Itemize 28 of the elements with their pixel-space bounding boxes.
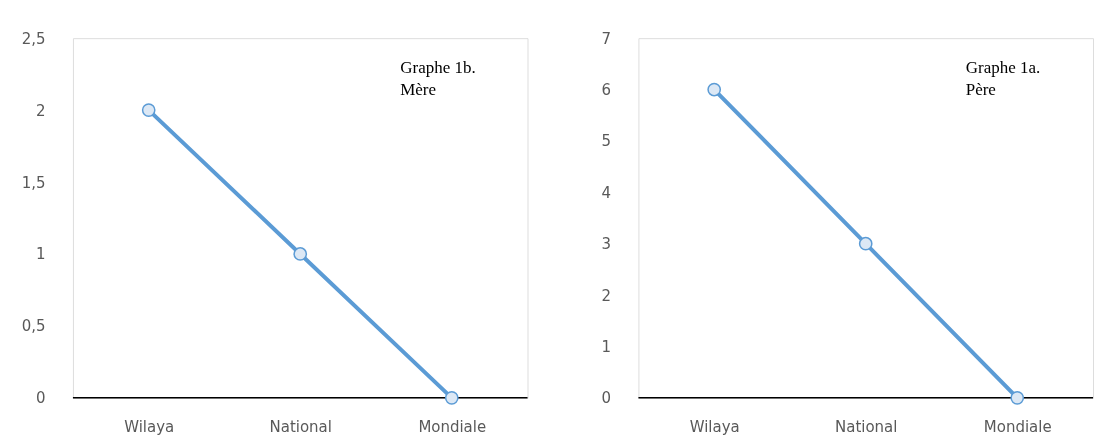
y-tick-label: 2 [601,286,611,305]
x-tick-label: National [835,418,898,437]
y-tick-label: 0 [35,389,46,408]
point [1010,390,1025,405]
y-tick-label: 2,5 [21,29,46,48]
y-tick-label: 3 [601,235,611,254]
point [293,247,308,261]
y-tick-label: 0,5 [21,317,46,336]
point [858,236,873,251]
y-tick-label: 0 [601,389,611,408]
annotation: Graphe 1a. Père [965,57,1041,99]
y-tick-label: 5 [601,132,611,151]
annotation: Graphe 1b. Mère [400,57,476,99]
y-tick-label: 6 [601,81,611,100]
point [444,390,459,405]
x-tick-label: Mondiale [983,418,1052,437]
point [707,82,722,97]
y-tick-label: 1 [35,245,46,264]
x-tick-label: National [269,418,332,437]
y-tick-label: 4 [601,183,611,202]
x-tick-label: Wilaya [689,418,740,437]
point [141,103,156,117]
x-tick-label: Wilaya [124,418,175,437]
x-tick-label: Mondiale [418,418,487,437]
y-tick-label: 1,5 [21,173,46,192]
y-tick-label: 7 [601,29,611,48]
y-tick-label: 1 [601,337,611,356]
y-tick-label: 2 [35,101,46,120]
